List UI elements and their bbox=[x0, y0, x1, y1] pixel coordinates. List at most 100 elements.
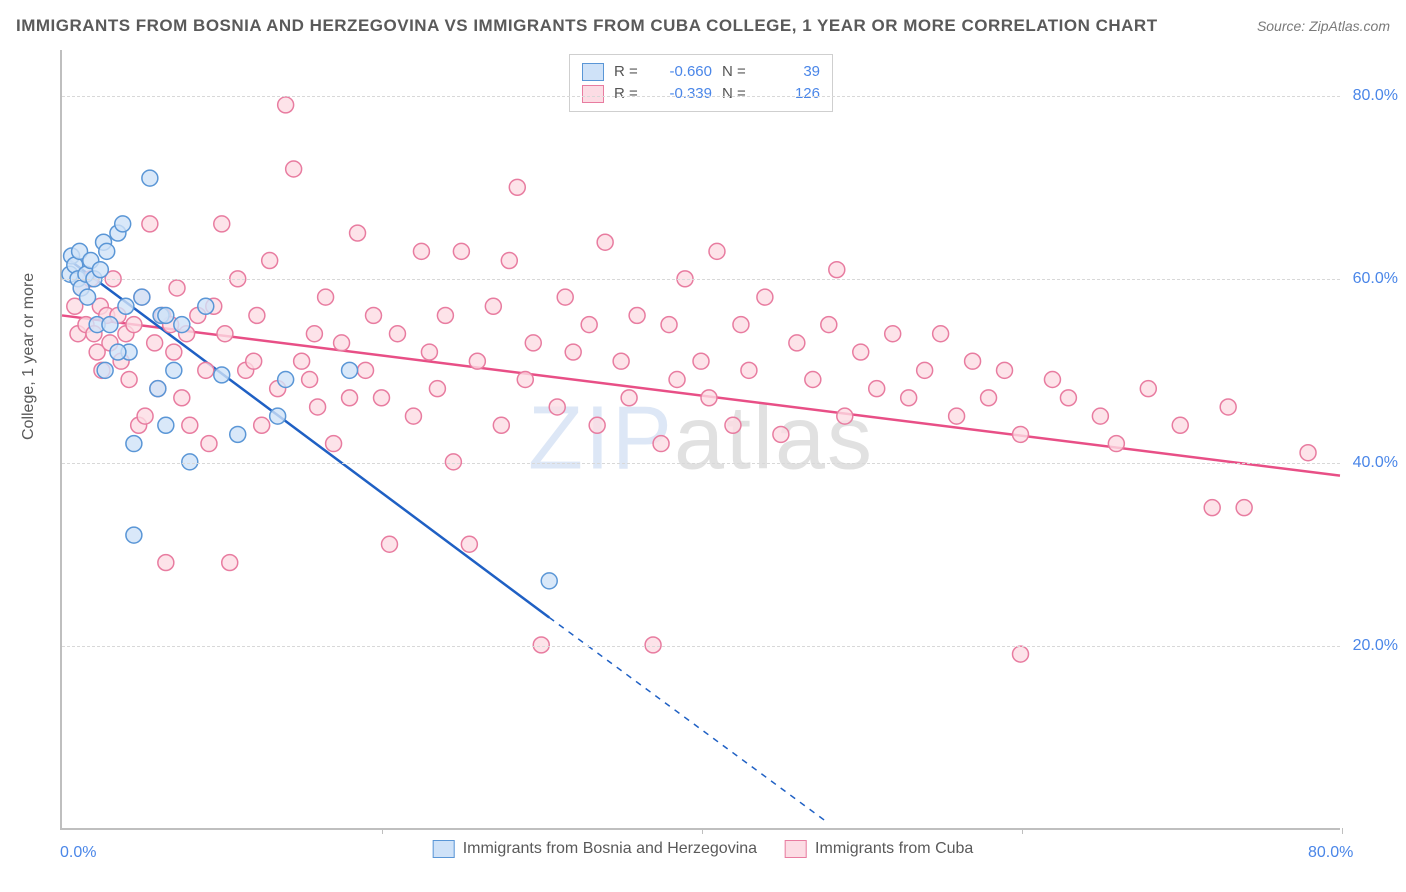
title-bar: IMMIGRANTS FROM BOSNIA AND HERZEGOVINA V… bbox=[16, 16, 1390, 36]
scatter-point bbox=[326, 436, 342, 452]
scatter-point bbox=[310, 399, 326, 415]
scatter-point bbox=[1013, 426, 1029, 442]
plot-area: ZIPatlas R = -0.660 N = 39 R = -0.339 N … bbox=[60, 50, 1340, 830]
scatter-point bbox=[249, 307, 265, 323]
scatter-point bbox=[169, 280, 185, 296]
source-label: Source: ZipAtlas.com bbox=[1257, 18, 1390, 34]
scatter-points-layer bbox=[62, 50, 1340, 828]
scatter-point bbox=[270, 408, 286, 424]
scatter-point bbox=[342, 390, 358, 406]
scatter-point bbox=[1300, 445, 1316, 461]
y-tick-label: 20.0% bbox=[1353, 637, 1398, 655]
y-tick-label: 40.0% bbox=[1353, 454, 1398, 472]
x-max-label: 80.0% bbox=[1308, 844, 1353, 862]
legend-row-bosnia: R = -0.660 N = 39 bbox=[582, 61, 820, 83]
scatter-point bbox=[134, 289, 150, 305]
scatter-point bbox=[821, 317, 837, 333]
legend-swatch-bosnia-2 bbox=[433, 840, 455, 858]
scatter-point bbox=[1013, 646, 1029, 662]
legend-item-cuba: Immigrants from Cuba bbox=[785, 840, 973, 858]
n-value-cuba: 126 bbox=[760, 83, 820, 105]
scatter-point bbox=[389, 326, 405, 342]
scatter-point bbox=[382, 536, 398, 552]
scatter-point bbox=[110, 344, 126, 360]
scatter-point bbox=[126, 436, 142, 452]
scatter-point bbox=[589, 417, 605, 433]
scatter-point bbox=[557, 289, 573, 305]
scatter-point bbox=[97, 362, 113, 378]
scatter-point bbox=[1108, 436, 1124, 452]
scatter-point bbox=[725, 417, 741, 433]
scatter-point bbox=[901, 390, 917, 406]
scatter-point bbox=[1060, 390, 1076, 406]
scatter-point bbox=[645, 637, 661, 653]
scatter-point bbox=[214, 367, 230, 383]
r-value-cuba: -0.339 bbox=[652, 83, 712, 105]
series-legend: Immigrants from Bosnia and Herzegovina I… bbox=[433, 840, 974, 858]
x-min-label: 0.0% bbox=[60, 844, 96, 862]
scatter-point bbox=[917, 362, 933, 378]
scatter-point bbox=[246, 353, 262, 369]
scatter-point bbox=[166, 362, 182, 378]
scatter-point bbox=[150, 381, 166, 397]
scatter-point bbox=[613, 353, 629, 369]
scatter-point bbox=[198, 362, 214, 378]
legend-swatch-cuba-2 bbox=[785, 840, 807, 858]
x-tick bbox=[1022, 828, 1023, 834]
scatter-point bbox=[334, 335, 350, 351]
gridline bbox=[62, 463, 1340, 464]
scatter-point bbox=[262, 253, 278, 269]
n-label: N = bbox=[722, 83, 750, 105]
scatter-point bbox=[366, 307, 382, 323]
scatter-point bbox=[350, 225, 366, 241]
scatter-point bbox=[158, 417, 174, 433]
scatter-point bbox=[318, 289, 334, 305]
scatter-point bbox=[741, 362, 757, 378]
scatter-point bbox=[709, 243, 725, 259]
scatter-point bbox=[1220, 399, 1236, 415]
scatter-point bbox=[445, 454, 461, 470]
scatter-point bbox=[413, 243, 429, 259]
scatter-point bbox=[693, 353, 709, 369]
scatter-point bbox=[121, 372, 137, 388]
scatter-point bbox=[461, 536, 477, 552]
y-axis-label: College, 1 year or more bbox=[20, 273, 38, 440]
scatter-point bbox=[533, 637, 549, 653]
scatter-point bbox=[182, 454, 198, 470]
scatter-point bbox=[1204, 500, 1220, 516]
scatter-point bbox=[166, 344, 182, 360]
scatter-point bbox=[509, 179, 525, 195]
legend-swatch-bosnia bbox=[582, 63, 604, 81]
scatter-point bbox=[1044, 372, 1060, 388]
x-tick bbox=[382, 828, 383, 834]
scatter-point bbox=[405, 408, 421, 424]
scatter-point bbox=[126, 527, 142, 543]
scatter-point bbox=[306, 326, 322, 342]
scatter-point bbox=[142, 216, 158, 232]
scatter-point bbox=[565, 344, 581, 360]
scatter-point bbox=[949, 408, 965, 424]
scatter-point bbox=[997, 362, 1013, 378]
scatter-point bbox=[1092, 408, 1108, 424]
scatter-point bbox=[981, 390, 997, 406]
scatter-point bbox=[789, 335, 805, 351]
scatter-point bbox=[92, 262, 108, 278]
scatter-point bbox=[549, 399, 565, 415]
legend-label-cuba: Immigrants from Cuba bbox=[815, 840, 973, 858]
scatter-point bbox=[80, 289, 96, 305]
gridline bbox=[62, 646, 1340, 647]
n-label: N = bbox=[722, 61, 750, 83]
scatter-point bbox=[517, 372, 533, 388]
scatter-point bbox=[342, 362, 358, 378]
scatter-point bbox=[174, 317, 190, 333]
scatter-point bbox=[885, 326, 901, 342]
gridline bbox=[62, 96, 1340, 97]
scatter-point bbox=[214, 216, 230, 232]
scatter-point bbox=[102, 317, 118, 333]
scatter-point bbox=[174, 390, 190, 406]
scatter-point bbox=[158, 555, 174, 571]
y-tick-label: 80.0% bbox=[1353, 87, 1398, 105]
scatter-point bbox=[118, 298, 134, 314]
scatter-point bbox=[757, 289, 773, 305]
scatter-point bbox=[358, 362, 374, 378]
